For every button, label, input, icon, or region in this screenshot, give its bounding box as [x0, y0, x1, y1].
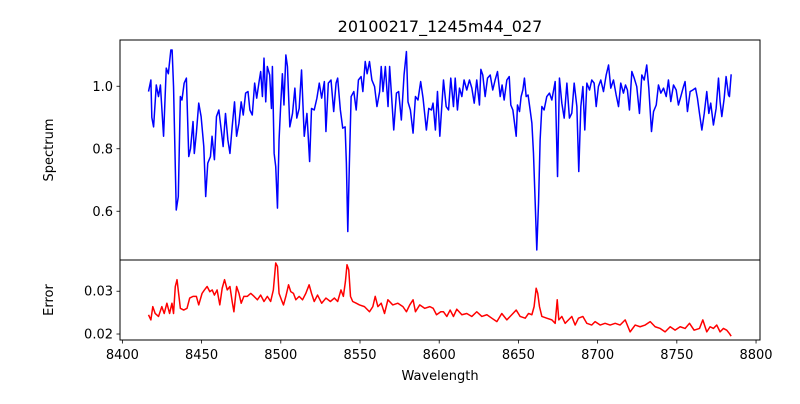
error-panel: 0.02 0.03 8400 8450 8500 8550 8600 8650 8700 8750…: [84, 259, 773, 363]
x-tick-label: 8800: [739, 348, 772, 363]
x-axis-label: Wavelength: [401, 369, 478, 384]
y-axis-label-error: Error: [42, 284, 57, 316]
x-tick-label: 8450: [185, 348, 218, 363]
x-tick-label: 8750: [660, 348, 693, 363]
spectrum-line: [147, 49, 732, 251]
y-axis-label-spectrum: Spectrum: [42, 119, 57, 182]
y-tick-label: 0.02: [84, 328, 113, 343]
error-line: [147, 262, 732, 337]
y-tick-label: 0.6: [92, 205, 113, 220]
y-tick-label: 0.8: [92, 142, 113, 157]
x-tick-label: 8500: [264, 348, 297, 363]
x-tick-label: 8400: [106, 348, 139, 363]
chart-title: 20100217_1245m44_027: [338, 17, 543, 37]
y-tick-label: 1.0: [92, 80, 113, 95]
x-tick-label: 8600: [423, 348, 456, 363]
y-tick-label: 0.03: [84, 285, 113, 300]
x-tick-label: 8650: [502, 348, 535, 363]
axes-frame: [119, 39, 761, 261]
x-tick-label: 8550: [343, 348, 376, 363]
axes-frame: [119, 259, 761, 341]
x-tick-label: 8700: [581, 348, 614, 363]
spectrum-panel: 0.6 0.8 1.0: [92, 39, 761, 261]
